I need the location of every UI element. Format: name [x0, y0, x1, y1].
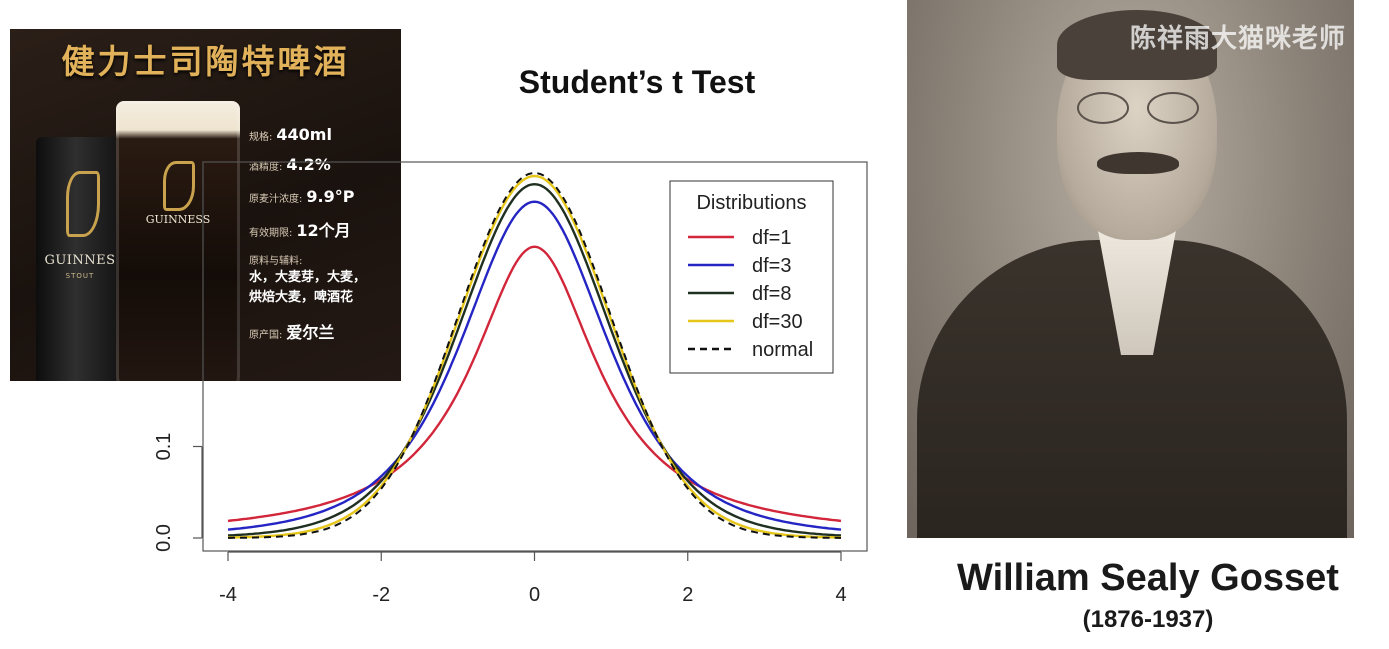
- legend-label: df=3: [752, 255, 791, 277]
- glass-harp-icon: [163, 161, 195, 211]
- beer-can: GUINNES STOUT: [36, 137, 124, 381]
- x-tick-label: 2: [682, 584, 693, 606]
- legend-box: [669, 180, 834, 374]
- glasses: [1077, 92, 1199, 124]
- series-line-df-1: [227, 245, 842, 523]
- legend-label: df=30: [752, 311, 803, 333]
- x-tick-label: 4: [835, 584, 846, 606]
- origin-row: 原产国: 爱尔兰: [249, 319, 334, 343]
- portrait-caption-years: (1876-1937): [1082, 606, 1214, 633]
- y-tick-label: 0.0: [153, 524, 175, 552]
- spec-value: 440ml: [276, 125, 332, 144]
- origin-value: 爱尔兰: [286, 323, 335, 342]
- can-brand: GUINNES: [44, 253, 116, 268]
- spec-value: 9.9°P: [306, 187, 355, 206]
- spec-row: 规格: 440ml: [249, 125, 332, 144]
- portrait-caption-name: William Sealy Gosset: [957, 557, 1339, 599]
- spec-value: 4.2%: [286, 155, 331, 174]
- spec-key: 规格:: [249, 132, 273, 143]
- spec-row: 原麦汁浓度: 9.9°P: [249, 187, 354, 206]
- x-tick-label: -2: [372, 584, 390, 606]
- origin-key: 原产国:: [249, 330, 283, 341]
- legend-label: df=8: [752, 283, 791, 305]
- can-sub: STOUT: [65, 272, 95, 280]
- legend-title: Distributions: [696, 192, 806, 214]
- spec-row: 酒精度: 4.2%: [249, 155, 331, 174]
- series-line-df-30: [228, 174, 841, 539]
- harp-logo-icon: [66, 171, 100, 237]
- chart-title: Student’s t Test: [518, 64, 756, 100]
- ingredients-line2: 烘焙大麦，啤酒花: [249, 290, 354, 305]
- spec-key: 原麦汁浓度:: [249, 194, 303, 205]
- y-tick-label: 0.1: [153, 433, 175, 461]
- watermark: 陈祥雨大猫咪老师: [1129, 24, 1346, 54]
- glass-brand: GUINNESS: [145, 213, 211, 226]
- ingredients-label: 原料与辅料:: [249, 256, 303, 267]
- ingredients-line1: 水，大麦芽，大麦，: [249, 270, 367, 285]
- spec-row: 有效期限: 12个月: [249, 217, 351, 241]
- x-tick-label: 0: [529, 584, 540, 606]
- mustache: [1097, 152, 1179, 174]
- spec-key: 酒精度:: [249, 162, 283, 173]
- series-line-df-8: [227, 182, 842, 537]
- beer-glass: GUINNESS: [116, 101, 240, 381]
- ad-title: 健力士司陶特啤酒: [61, 42, 350, 81]
- legend-label: normal: [752, 339, 813, 361]
- hair: [1057, 10, 1217, 80]
- spec-value: 12个月: [296, 221, 351, 240]
- series-line-df-3: [227, 200, 842, 531]
- spec-key: 有效期限:: [249, 228, 293, 239]
- legend-label: df=1: [752, 227, 791, 249]
- beer-advertisement: 健力士司陶特啤酒 GUINNES STOUT GUINNESS 规格: 440ml…: [10, 29, 401, 381]
- x-tick-label: -4: [219, 584, 237, 606]
- portrait-photo: 陈祥雨大猫咪老师: [907, 0, 1354, 538]
- plot-frame: [202, 161, 868, 552]
